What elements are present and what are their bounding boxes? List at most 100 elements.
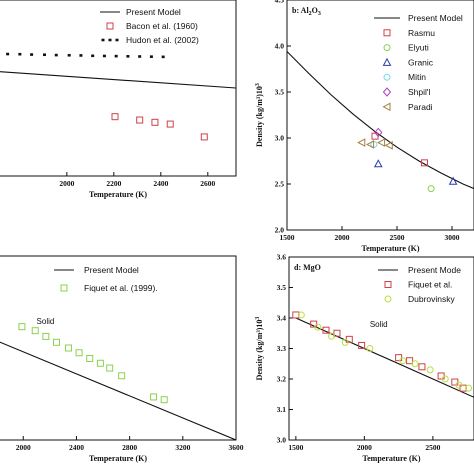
data-point [151,118,159,126]
legend-entry: Present Model [84,265,139,275]
legend-entry: Rasmu [408,28,435,38]
data-point [373,159,383,168]
data-point [399,357,407,365]
data-point [437,372,445,380]
x-axis-title: Temperature (K) [363,454,421,463]
data-point [371,132,379,140]
x-tick-label: 2000 [335,233,350,242]
model-line [287,51,474,190]
legend-marker-icon [383,73,391,81]
legend-marker-icon [382,87,392,97]
annotation-solid: Solid [370,320,388,329]
x-tick-label: 3000 [445,233,460,242]
data-point [366,345,374,352]
x-tick-label: 2000 [357,443,372,452]
legend-entry: Shpil'l [408,87,431,97]
data-point [322,326,330,334]
data-point [451,378,459,386]
data-point [75,349,83,357]
data-point [86,354,94,362]
data-point [427,185,435,193]
x-tick-label: 2500 [390,233,405,242]
legend-entry: Present Mode [408,265,461,275]
data-point [292,311,300,319]
chart-panel-c: 2000 2400 2800 3200 3600 Temperature (K) Solid… [0,255,244,463]
legend-entry: Hudon et al. (2002) [126,35,199,45]
x-tick-label: 2800 [122,443,137,452]
legend-a: Present Model Bacon et al. (1960) Hudon et… [100,7,199,45]
legend-entry: Fiquet et al. [408,280,452,290]
y-tick-label: 3.2 [277,375,287,384]
legend-marker-icon [383,44,391,52]
data-point [418,363,426,371]
data-point [395,354,403,362]
plot-area-b [287,51,474,193]
data-point [160,396,168,404]
x-tick-label: 1500 [280,233,295,242]
x-tick-label: 2500 [425,443,440,452]
legend-marker-icon [383,29,391,37]
x-tick-label: 2600 [200,179,215,188]
data-point [118,372,126,380]
legend-marker-icon [382,102,391,112]
data-point [200,133,208,141]
legend-entry: Dubrovinsky [408,294,456,304]
data-point [327,332,335,340]
data-point [426,366,434,374]
plot-area-d: Solid [292,311,474,398]
plot-area-c: Solid [0,317,236,440]
x-tick-label: 2000 [59,179,74,188]
legend-entry: Present Model [126,7,181,17]
legend-d: Present Mode Fiquet et al. Dubrovinsky [378,265,461,304]
y-axis-title: Density (kg/m³)103 [255,317,264,381]
data-point [31,327,39,335]
data-point [411,360,419,368]
data-point [455,381,463,389]
legend-entry: Fiquet et al. (1999). [84,283,158,293]
legend-entry: Present Model [408,13,463,23]
data-point [374,127,383,138]
y-tick-label: 3.3 [277,344,287,353]
legend-marker-icon [384,281,392,288]
x-tick-label: 3600 [229,443,244,452]
legend-c: Present Model Fiquet et al. (1999). [54,265,158,293]
data-point [358,341,366,349]
annotation-solid: Solid [37,317,55,326]
x-tick-label: 2000 [16,443,31,452]
data-point [441,375,449,383]
data-point [18,323,26,331]
x-tick-label: 2400 [153,179,168,188]
y-tick-label: 4.0 [275,42,285,51]
data-point [448,176,458,185]
y-tick-label: 3.1 [277,405,287,414]
data-point [111,113,119,121]
plot-frame-b [286,0,474,231]
data-point [384,141,393,150]
y-tick-label: 3.0 [275,134,285,143]
data-point [106,364,114,372]
data-point [377,138,386,147]
x-axis-title: Temperature (K) [89,454,147,463]
data-point [333,329,341,337]
legend-entry: Bacon et al. (1960) [126,21,198,31]
data-point [406,357,414,365]
data-point [64,344,72,352]
data-point [42,332,50,340]
y-tick-label: 3.6 [277,253,287,262]
x-axis-title: Temperature (K) [362,244,420,253]
data-point [421,159,428,167]
panel-label-b: b: Al2O3 [292,6,321,17]
legend-b: Present Model Rasmu Elyuti Granic Mitin Shpil… [374,13,463,112]
y-tick-label: 2.0 [275,226,285,235]
model-line [0,341,236,440]
data-point [52,338,60,346]
y-tick-label: 3.0 [277,436,287,445]
legend-marker-icon [60,284,68,292]
y-axis-title: Density (kg/m³)103 [255,83,264,147]
x-tick-label: 2200 [106,179,121,188]
data-point [357,138,366,147]
legend-marker-icon [384,295,392,303]
data-point [341,338,349,346]
chart-panel-b: 1500 2000 2500 3000 2.0 2.5 3.0 3.5 4.0 4.5 Temper… [255,0,474,253]
